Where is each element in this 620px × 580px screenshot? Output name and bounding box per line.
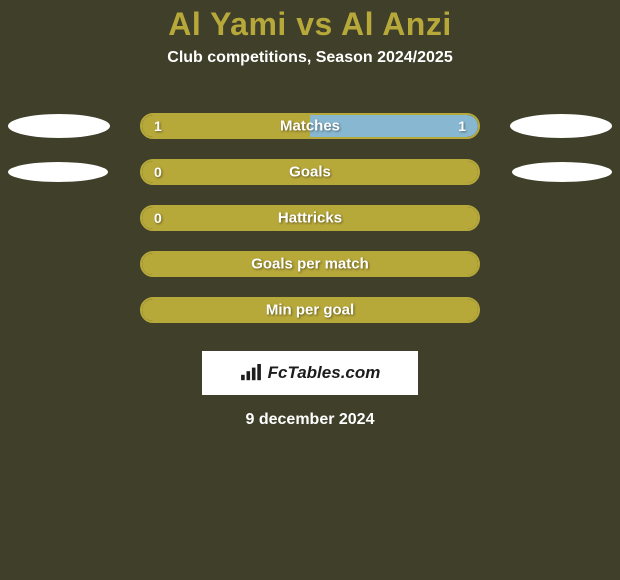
stat-bar: Matches11 [140,113,480,139]
stat-bar-fill-right [310,115,478,137]
comparison-rows: Matches11 Goals0 Hattricks0 Goals per match… [0,103,620,333]
player-marker-left [8,162,108,182]
stat-bar-fill-left [142,115,310,137]
stat-bar-fill-left [142,161,478,183]
stat-bar: Hattricks0 [140,205,480,231]
stat-bar-fill-left [142,299,478,321]
player-marker-right [510,114,612,138]
stat-bar: Min per goal [140,297,480,323]
bar-2 [246,371,250,380]
stat-row: Hattricks0 [0,195,620,241]
page-subtitle: Club competitions, Season 2024/2025 [0,49,620,73]
stat-bar: Goals0 [140,159,480,185]
stat-row: Goals per match [0,241,620,287]
comparison-infographic: Al Yami vs Al Anzi Club competitions, Se… [0,0,620,580]
bar-1 [241,375,245,380]
player-marker-right [512,162,612,182]
stat-row: Goals0 [0,149,620,195]
stat-bar-fill-left [142,253,478,275]
brand-box: FcTables.com [202,351,418,395]
stat-bar-fill-left [142,207,478,229]
bar-4 [257,364,261,380]
stat-row: Matches11 [0,103,620,149]
brand-text: FcTables.com [268,363,381,383]
page-title: Al Yami vs Al Anzi [0,0,620,43]
stat-row: Min per goal [0,287,620,333]
stat-bar: Goals per match [140,251,480,277]
datestamp: 9 december 2024 [0,411,620,429]
bar-chart-icon [240,364,262,382]
player-marker-left [8,114,110,138]
bar-3 [252,368,256,381]
